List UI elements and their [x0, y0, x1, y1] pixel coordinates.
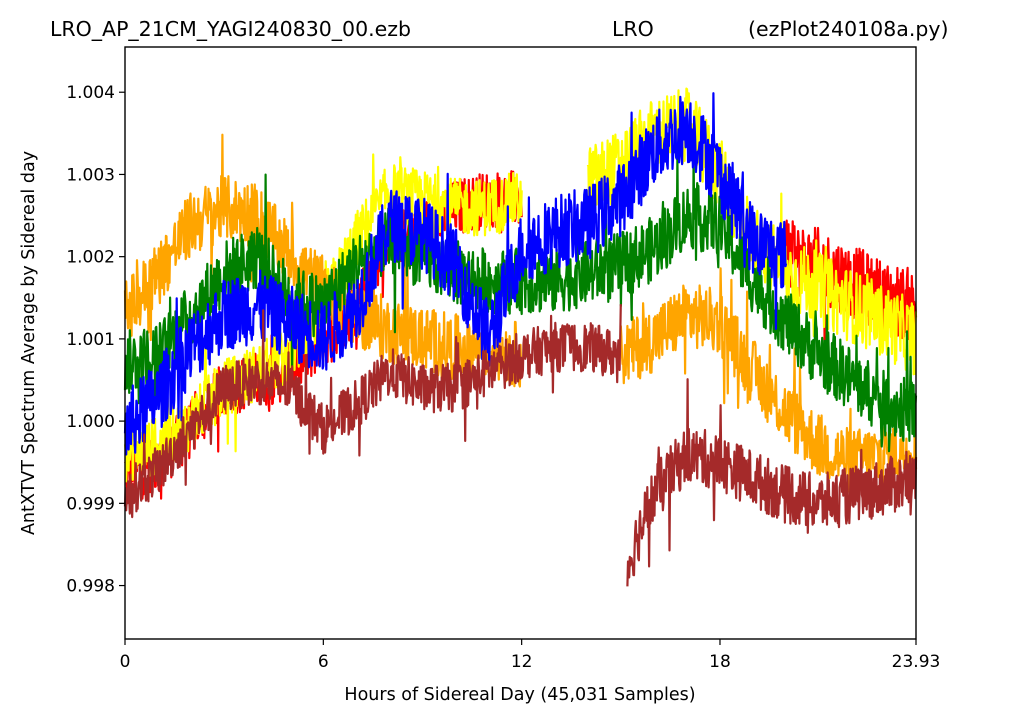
- plot-frame: [124, 46, 917, 640]
- y-tick-label: 0.998: [66, 577, 115, 597]
- y-tick-label: 1.003: [66, 165, 115, 185]
- series-line-5-segment-1: [626, 378, 918, 587]
- x-tick-label: 12: [511, 652, 533, 672]
- y-tick-label: 1.000: [66, 412, 115, 432]
- y-axis-label: AntXTVT Spectrum Average by Sidereal day: [19, 151, 39, 535]
- series-line-5-segment-0: [123, 304, 622, 519]
- y-tick-label: 1.001: [66, 330, 115, 350]
- title-left: LRO_AP_21CM_YAGI240830_00.ezb: [50, 17, 411, 42]
- x-tick-label: 0: [120, 652, 131, 672]
- y-tick-label: 1.004: [66, 83, 115, 103]
- title-center: LRO: [612, 17, 654, 41]
- title-right: (ezPlot240108a.py): [748, 17, 949, 41]
- x-axis-label: Hours of Sidereal Day (45,031 Samples): [344, 685, 695, 705]
- y-tick-label: 1.002: [66, 248, 115, 268]
- x-tick-label: 23.93: [892, 652, 941, 672]
- y-tick-label: 0.999: [66, 494, 115, 514]
- x-tick-label: 6: [318, 652, 329, 672]
- x-tick-label: 18: [709, 652, 731, 672]
- series-layer: [123, 87, 918, 587]
- series-line-4-segment-0: [123, 92, 788, 456]
- series-line-2-segment-1: [619, 267, 918, 498]
- ticks-layer: 0 6 12 18 23.93 0.998 0.999 1.000 1.001 1.002 1.00…: [66, 83, 940, 672]
